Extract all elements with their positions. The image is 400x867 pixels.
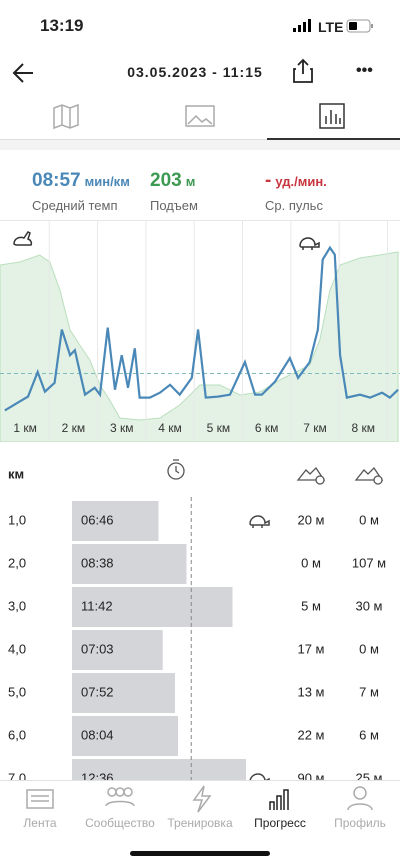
km-cell: 4,0	[8, 641, 26, 656]
stat-label: Ср. пульс	[265, 198, 323, 213]
stat-label: Подъем	[150, 198, 198, 213]
km-cell: 1,0	[8, 512, 26, 527]
stat: 203 м Подъем	[150, 170, 198, 213]
turtle-icon	[249, 515, 270, 528]
x-tick-label: 4 км	[158, 421, 182, 435]
home-indicator	[130, 851, 270, 856]
pace-cell: 06:46	[81, 512, 114, 527]
pace-cell: 07:03	[81, 641, 114, 656]
descent-cell: 7 м	[359, 684, 379, 699]
stat-label: Средний темп	[32, 198, 118, 213]
photo-tab[interactable]	[185, 105, 215, 127]
km-cell: 2,0	[8, 555, 26, 570]
stat-unit: м	[185, 174, 196, 189]
pace-bar	[72, 544, 187, 584]
turtle-icon	[299, 237, 320, 250]
nav-item[interactable]: Сообщество	[85, 816, 155, 830]
stats-tab[interactable]	[319, 103, 345, 129]
more-button[interactable]: •••	[356, 62, 373, 79]
status-icons	[293, 19, 373, 33]
stat-value: 08:57	[32, 170, 81, 191]
km-cell: 3,0	[8, 598, 26, 613]
back-button[interactable]	[12, 62, 36, 84]
ascent-cell: 13 м	[297, 684, 324, 699]
pace-cell: 07:52	[81, 684, 114, 699]
descent-cell: 6 м	[359, 727, 379, 742]
stat: 08:57 мин/км Средний темп	[32, 170, 130, 213]
col-header: км	[8, 466, 24, 481]
nav-item[interactable]: Тренировка	[167, 816, 233, 830]
x-tick-label: 3 км	[110, 421, 134, 435]
ascent-cell: 0 м	[301, 555, 321, 570]
network: LTE	[318, 19, 344, 35]
map-tab[interactable]	[53, 103, 79, 130]
pace-chart: 1 км 2 км 3 км 4 км 5 км 6 км 7 км 8 км	[0, 220, 400, 442]
stat-value: -	[265, 170, 272, 191]
x-tick-label: 2 км	[62, 421, 86, 435]
nav-item[interactable]: Профиль	[334, 816, 386, 830]
pace-line	[4, 245, 399, 412]
ascent-cell: 17 м	[297, 641, 324, 656]
descent-cell: 30 м	[355, 598, 382, 613]
pace-bar	[72, 501, 159, 541]
ascent-cell: 20 м	[297, 512, 324, 527]
stat-value: 203	[150, 170, 182, 191]
header-icons	[167, 459, 384, 485]
header-title: 03.05.2023 - 11:15	[127, 64, 263, 80]
descent-cell: 107 м	[352, 555, 386, 570]
pace-cell: 08:04	[81, 727, 114, 742]
x-tick-label: 6 км	[255, 421, 279, 435]
stat-line: 08:57 мин/км	[32, 170, 130, 192]
x-tick-label: 1 км	[13, 421, 37, 435]
stat-line: - уд./мин.	[265, 170, 327, 192]
nav-item[interactable]: Лента	[23, 816, 57, 830]
ascent-cell: 22 м	[297, 727, 324, 742]
stat-line: 203 м	[150, 170, 198, 192]
splits-table: км 1,0 06:46 20 м 0 м 2,0 08:38 0 м 107 м 3,0 11:4…	[8, 459, 386, 786]
descent-cell: 0 м	[359, 641, 379, 656]
ascent-cell: 5 м	[301, 598, 321, 613]
descent-cell: 0 м	[359, 512, 379, 527]
x-tick-label: 7 км	[303, 421, 327, 435]
tabs	[0, 103, 400, 150]
pace-bar	[72, 716, 178, 756]
pace-bar	[72, 630, 163, 670]
x-tick-label: 8 км	[352, 421, 376, 435]
stat-unit: уд./мин.	[275, 174, 327, 189]
stat: - уд./мин. Ср. пульс	[265, 170, 327, 213]
clock: 13:19	[40, 16, 84, 35]
pace-cell: 11:42	[81, 598, 113, 613]
nav-icons	[26, 785, 373, 813]
pace-cell: 08:38	[81, 555, 114, 570]
pace-bar	[72, 587, 233, 627]
turtle-icon	[249, 773, 270, 784]
pace-bar	[72, 673, 175, 713]
km-cell: 5,0	[8, 684, 26, 699]
km-cell: 6,0	[8, 727, 26, 742]
nav-item[interactable]: Прогресс	[254, 816, 306, 830]
stat-unit: мин/км	[84, 174, 130, 189]
share-button[interactable]	[292, 58, 314, 84]
rabbit-icon	[13, 231, 33, 246]
x-tick-label: 5 км	[207, 421, 231, 435]
